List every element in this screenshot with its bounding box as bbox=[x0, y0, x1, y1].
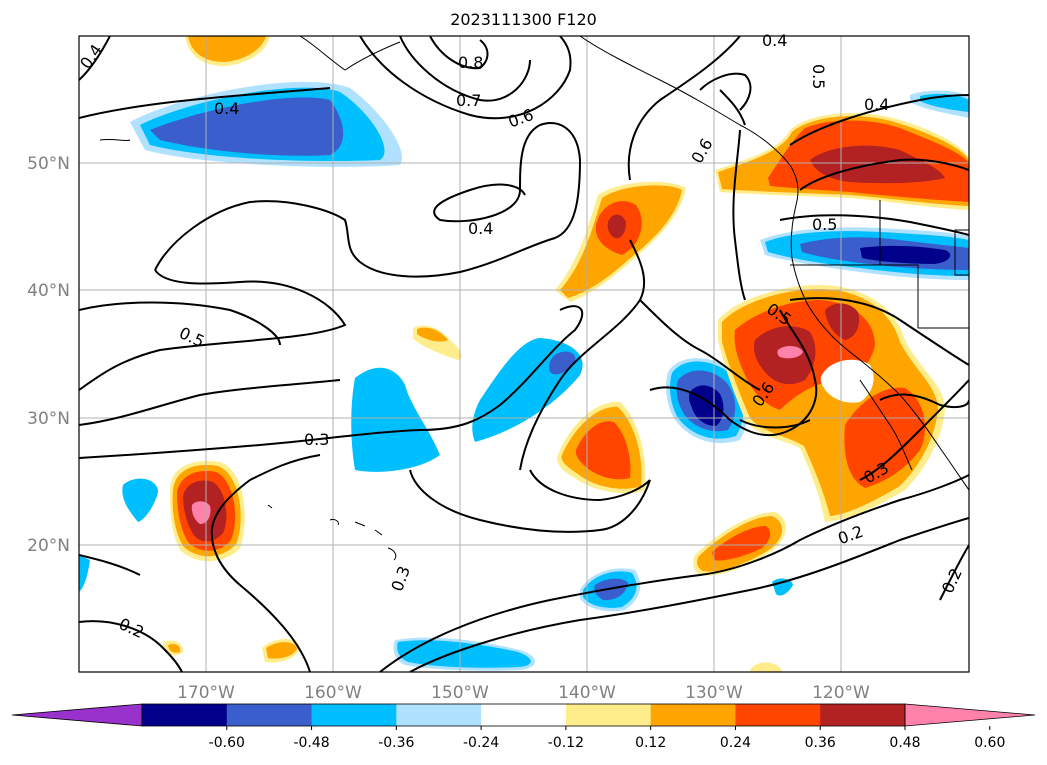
positive-anomaly-tropics bbox=[712, 526, 771, 561]
contour-label: 0.3 bbox=[304, 430, 329, 449]
positive-anomaly-top bbox=[188, 36, 266, 62]
latitude-ticks: 50°N 40°N 30°N 20°N bbox=[27, 154, 70, 556]
contour-label: 0.2 bbox=[938, 565, 966, 596]
colorbar-tick-label: 0.60 bbox=[974, 735, 1005, 751]
colorbar-segment bbox=[650, 704, 736, 726]
colorbar-segment bbox=[311, 704, 397, 726]
contour-label: 0.2 bbox=[116, 614, 147, 642]
contour-label: 0.5 bbox=[812, 215, 837, 234]
colorbar-tick-label: -0.60 bbox=[209, 735, 245, 751]
contour-label: 0.4 bbox=[762, 31, 787, 50]
map-title: 2023111300 F120 bbox=[450, 10, 597, 29]
negative-anomaly-north-america bbox=[860, 245, 951, 264]
colorbar-tick-label: -0.12 bbox=[548, 735, 584, 751]
positive-anomaly-california bbox=[820, 359, 874, 403]
positive-anomaly-california bbox=[825, 303, 860, 340]
lon-tick-label: 140°W bbox=[558, 683, 616, 703]
colorbar-tick-label: 0.12 bbox=[635, 735, 666, 751]
lat-tick-label: 20°N bbox=[27, 536, 70, 556]
colorbar-segment bbox=[565, 704, 652, 726]
lat-tick-label: 30°N bbox=[27, 409, 70, 429]
positive-anomaly-south bbox=[575, 421, 631, 480]
positive-anomaly-california bbox=[844, 387, 925, 488]
colorbar-segment bbox=[820, 704, 906, 726]
contour-label: 0.8 bbox=[458, 53, 483, 72]
positive-anomaly-california bbox=[777, 346, 803, 359]
lon-tick-label: 160°W bbox=[304, 683, 362, 703]
colorbar-segment bbox=[142, 704, 228, 726]
colorbar-extend-high bbox=[904, 703, 1036, 727]
negative-anomaly-small bbox=[122, 478, 158, 522]
positive-anomaly-small bbox=[750, 662, 782, 672]
plot-frame bbox=[78, 35, 970, 673]
lon-tick-label: 130°W bbox=[685, 683, 743, 703]
contour-label: 0.4 bbox=[468, 219, 493, 238]
colorbar-tick-label: 0.48 bbox=[889, 735, 920, 751]
contour-label: 0.3 bbox=[387, 563, 414, 593]
lat-tick-label: 40°N bbox=[27, 281, 70, 301]
colorbar-tick-label: -0.36 bbox=[378, 735, 414, 751]
contour-label: 0.6 bbox=[687, 135, 716, 167]
positive-anomaly-northeast bbox=[607, 214, 626, 239]
lon-tick-label: 120°W bbox=[812, 683, 870, 703]
contour-label: 0.6 bbox=[506, 105, 536, 132]
colorbar-tick-label: 0.24 bbox=[720, 735, 751, 751]
coastlines bbox=[99, 36, 969, 561]
colorbar-extend-low bbox=[11, 703, 143, 727]
colorbar-tick-label: -0.24 bbox=[463, 735, 499, 751]
positive-anomaly-small bbox=[168, 643, 181, 653]
colorbar: -0.60 -0.48 -0.36 -0.24 -0.12 0.12 0.24 0.36 0.4… bbox=[11, 703, 1036, 751]
colorbar-segment bbox=[735, 704, 821, 726]
lat-tick-label: 50°N bbox=[27, 154, 70, 174]
colorbar-segment bbox=[226, 704, 313, 726]
positive-anomaly-northwest bbox=[810, 145, 945, 184]
negative-anomaly-north-pacific bbox=[150, 97, 344, 156]
positive-anomaly-small bbox=[417, 327, 448, 342]
colorbar-tick-label: 0.36 bbox=[805, 735, 836, 751]
colorbar-tick-label: -0.48 bbox=[293, 735, 329, 751]
colorbar-frame bbox=[141, 703, 906, 727]
shaded-anomalies bbox=[79, 36, 969, 672]
gridlines bbox=[79, 36, 969, 672]
contour-label: 0.4 bbox=[864, 95, 889, 114]
lon-tick-label: 150°W bbox=[431, 683, 489, 703]
negative-anomaly-small bbox=[79, 555, 90, 592]
positive-anomaly-small bbox=[266, 642, 297, 659]
longitude-ticks: 170°W 160°W 150°W 140°W 130°W 120°W bbox=[177, 683, 870, 703]
contour-label: 0.7 bbox=[456, 91, 481, 110]
contour-label: 0.4 bbox=[76, 41, 106, 73]
colorbar-segment bbox=[396, 704, 482, 726]
contour-label: 0.5 bbox=[809, 64, 828, 89]
colorbar-segment bbox=[481, 704, 567, 726]
contour-label: 0.4 bbox=[214, 99, 239, 118]
negative-anomaly-central bbox=[351, 367, 440, 472]
lon-tick-label: 170°W bbox=[177, 683, 235, 703]
contour-lines bbox=[79, 36, 969, 672]
contour-label: 0.2 bbox=[835, 522, 865, 549]
